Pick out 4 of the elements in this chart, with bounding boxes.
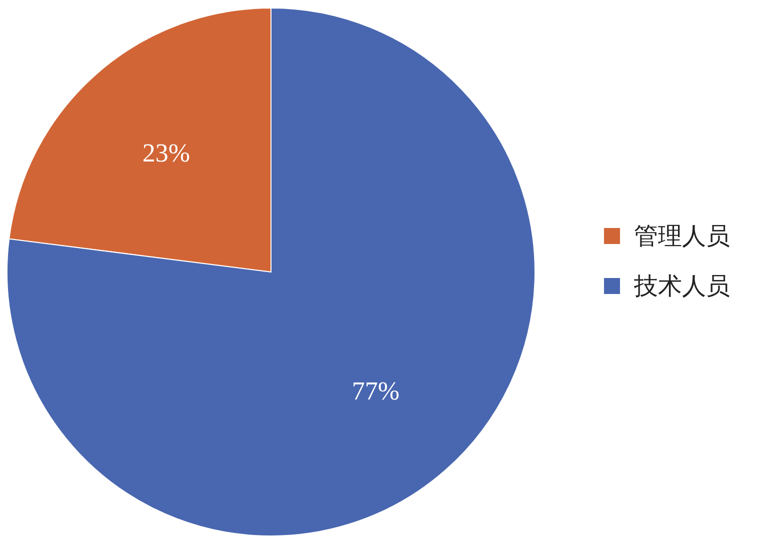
legend-label: 管理人员 <box>634 222 730 250</box>
data-label: 77% <box>352 376 400 406</box>
legend-label: 技术人员 <box>633 272 730 300</box>
data-label: 23% <box>142 138 190 168</box>
